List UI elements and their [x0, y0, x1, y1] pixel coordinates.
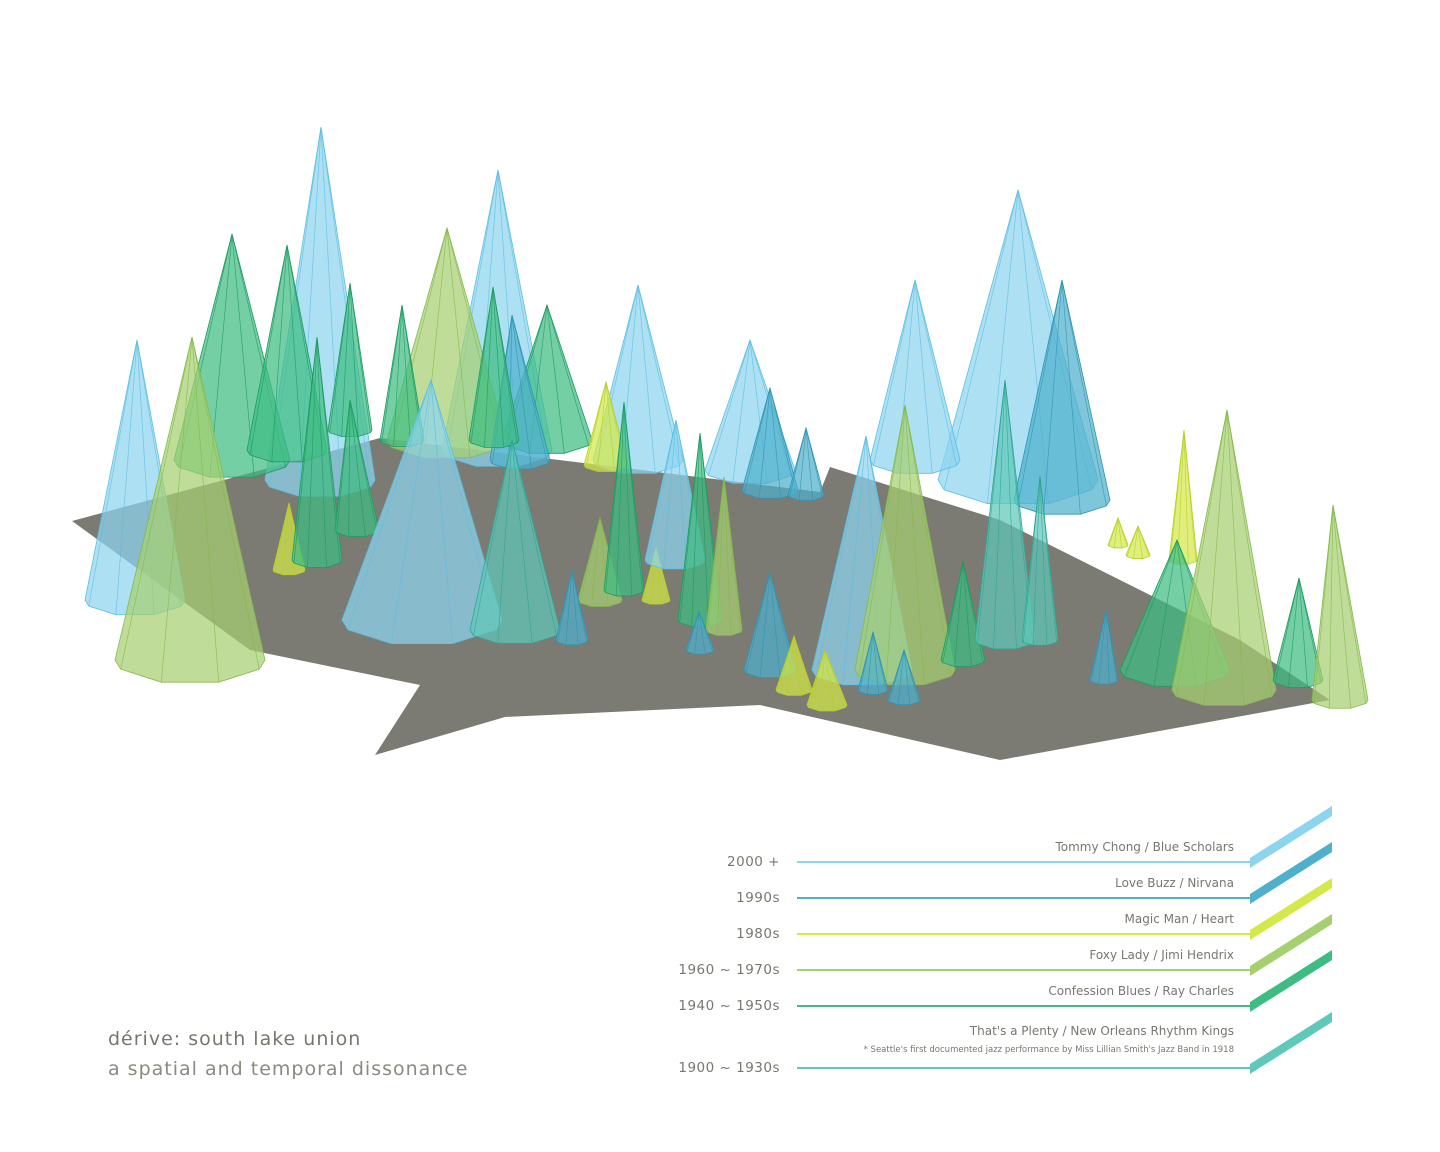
legend-rule	[797, 861, 1252, 863]
cone	[469, 439, 561, 644]
cone	[291, 336, 343, 568]
legend-song: Foxy Lady / Jimi Hendrix	[1089, 948, 1234, 962]
legend-row-1900: That's a Plenty / New Orleans Rhythm Kin…	[0, 1012, 1440, 1076]
legend-song: Magic Man / Heart	[1124, 912, 1234, 926]
cone	[246, 244, 328, 463]
cone	[705, 476, 743, 636]
cone	[787, 426, 825, 501]
legend-song: Tommy Chong / Blue Scholars	[1055, 840, 1234, 854]
legend-color-swatch	[1250, 914, 1332, 976]
cone	[555, 569, 589, 646]
cone	[887, 648, 921, 706]
title-block: dérive: south lake union a spatial and t…	[108, 1024, 469, 1084]
cone	[603, 401, 645, 597]
legend-footnote: * Seattle's first documented jazz perfor…	[863, 1045, 1234, 1055]
cone	[468, 286, 520, 448]
cone	[1125, 524, 1151, 559]
legend-row-1960: Foxy Lady / Jimi Hendrix 1960 ~ 1970s	[0, 914, 1440, 984]
cone	[1311, 504, 1369, 709]
cone	[334, 399, 380, 537]
legend-color-swatch	[1250, 806, 1332, 868]
cone	[857, 630, 889, 695]
cone	[341, 378, 503, 645]
legend-row-2000: Tommy Chong / Blue Scholars 2000 +	[0, 806, 1440, 876]
legend-song: Love Buzz / Nirvana	[1115, 876, 1234, 890]
legend-row-1990: Love Buzz / Nirvana 1990s	[0, 842, 1440, 912]
cone	[940, 561, 986, 667]
cone	[854, 404, 956, 686]
cone	[1107, 516, 1129, 549]
legend-color-swatch	[1250, 842, 1332, 904]
cone	[869, 279, 961, 474]
page-title: dérive: south lake union	[108, 1028, 362, 1050]
cone	[1089, 609, 1119, 685]
legend-color-swatch	[1250, 1012, 1332, 1074]
legend-era: 1900 ~ 1930s	[678, 1060, 780, 1076]
page-subtitle: a spatial and temporal dissonance	[108, 1058, 469, 1080]
legend-color-swatch	[1250, 950, 1332, 1012]
legend-row-1940: Confession Blues / Ray Charles 1940 ~ 19…	[0, 950, 1440, 1020]
legend-rule	[797, 1005, 1252, 1007]
legend-rule	[797, 1067, 1252, 1069]
cone	[1171, 409, 1277, 706]
legend-rule	[797, 933, 1252, 935]
cone-landscape-illustration	[72, 126, 1369, 760]
cone	[1021, 475, 1059, 646]
cone	[1168, 429, 1198, 565]
cone	[685, 610, 715, 655]
legend-row-1980: Magic Man / Heart 1980s	[0, 878, 1440, 948]
legend-era: 1980s	[736, 926, 780, 942]
cone	[806, 648, 848, 712]
legend-era: 1960 ~ 1970s	[678, 962, 780, 978]
cone	[114, 336, 266, 683]
legend-song: That's a Plenty / New Orleans Rhythm Kin…	[969, 1024, 1234, 1038]
legend-rule	[797, 897, 1252, 899]
legend-color-swatch	[1250, 878, 1332, 940]
legend-era: 1990s	[736, 890, 780, 906]
legend-song: Confession Blues / Ray Charles	[1048, 984, 1234, 998]
legend-rule	[797, 969, 1252, 971]
legend-era: 1940 ~ 1950s	[678, 998, 780, 1014]
legend-era: 2000 +	[727, 854, 780, 870]
